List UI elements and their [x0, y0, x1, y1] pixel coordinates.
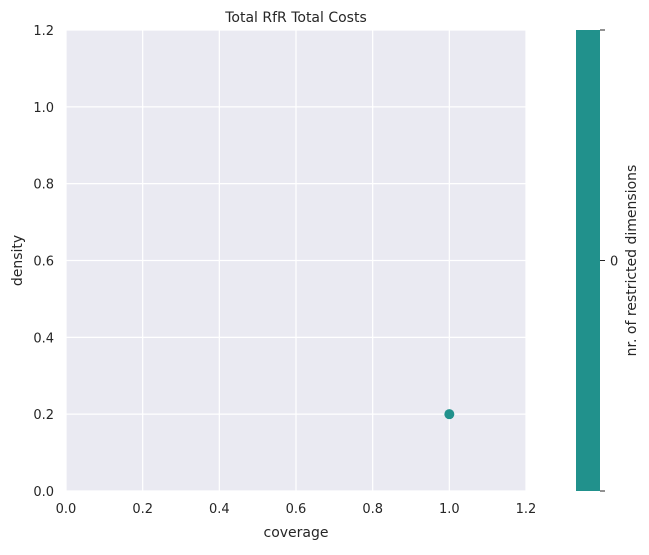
colorbar-ticks: 0	[600, 29, 618, 492]
x-tick-label: 1.2	[516, 502, 537, 517]
y-tick-label: 0.8	[33, 178, 54, 193]
data-points	[444, 409, 455, 420]
y-tick-label: 0.6	[33, 255, 54, 270]
y-tick-label: 0.4	[33, 331, 54, 346]
x-axis-ticks: 0.0 0.2 0.4 0.6 0.8 1.0 1.2	[56, 502, 537, 517]
x-tick-label: 0.0	[56, 502, 77, 517]
chart-title: Total RfR Total Costs	[224, 10, 367, 26]
colorbar-tick-label: 0	[610, 255, 618, 270]
x-axis-label: coverage	[264, 525, 329, 541]
y-tick-label: 1.2	[33, 24, 54, 39]
x-tick-label: 0.4	[209, 502, 230, 517]
y-tick-label: 0.2	[33, 408, 54, 423]
x-tick-label: 0.8	[362, 502, 383, 517]
y-axis-label: density	[10, 235, 26, 286]
colorbar	[576, 30, 600, 491]
x-tick-label: 0.2	[132, 502, 153, 517]
colorbar-label: nr. of restricted dimensions	[624, 165, 640, 357]
data-point	[444, 409, 455, 420]
y-tick-label: 0.0	[33, 485, 54, 500]
x-tick-label: 1.0	[439, 502, 460, 517]
y-axis-ticks: 0.0 0.2 0.4 0.6 0.8 1.0 1.2	[33, 24, 54, 500]
x-tick-label: 0.6	[286, 502, 307, 517]
grid-lines	[65, 29, 527, 492]
y-tick-label: 1.0	[33, 101, 54, 116]
